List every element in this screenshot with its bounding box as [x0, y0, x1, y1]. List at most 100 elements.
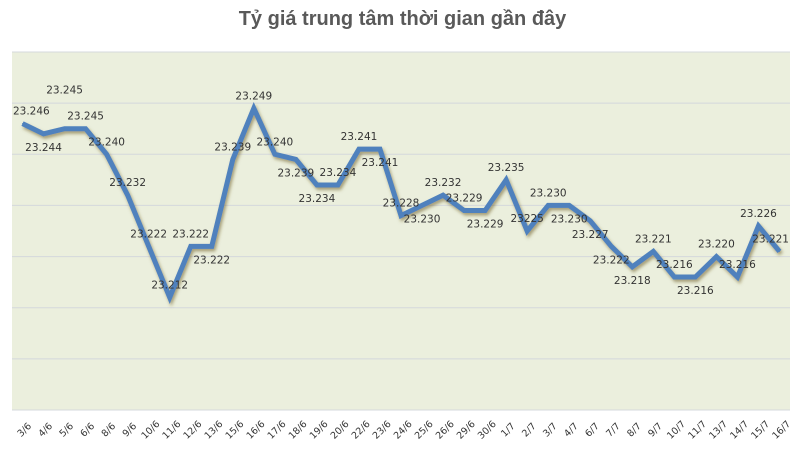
data-label: 23.222: [193, 254, 230, 266]
data-label: 23.216: [656, 259, 693, 271]
data-point: [442, 194, 444, 196]
x-tick-label: 22/6: [350, 419, 373, 442]
data-point: [127, 194, 129, 196]
data-label: 23.246: [13, 106, 50, 118]
data-point: [589, 220, 591, 222]
data-point: [337, 184, 339, 186]
data-label: 23.228: [383, 198, 420, 210]
data-point: [169, 296, 171, 298]
data-point: [673, 276, 675, 278]
data-point: [778, 250, 780, 252]
data-label: 23.234: [299, 193, 336, 205]
data-point: [463, 210, 465, 212]
x-tick-label: 26/6: [434, 419, 457, 442]
data-point: [505, 179, 507, 181]
data-label: 23.230: [551, 213, 588, 225]
data-label: 23.230: [530, 187, 567, 199]
x-tick-label: 30/6: [476, 419, 499, 442]
data-label: 23.230: [404, 213, 441, 225]
data-point: [526, 230, 528, 232]
data-point: [85, 128, 87, 130]
data-label: 23.229: [467, 219, 504, 231]
x-tick-label: 18/6: [287, 419, 310, 442]
x-tick-label: 13/7: [707, 419, 730, 442]
data-label: 23225: [510, 213, 543, 225]
data-label: 23.249: [235, 90, 272, 102]
x-tick-label: 14/7: [728, 419, 751, 442]
x-tick-label: 29/6: [455, 419, 478, 442]
data-label: 23.227: [572, 229, 609, 241]
x-tick-label: 20/6: [329, 419, 352, 442]
x-tick-label: 5/6: [58, 421, 77, 440]
data-point: [715, 256, 717, 258]
x-tick-label: 4/7: [562, 421, 581, 440]
data-point: [190, 245, 192, 247]
data-label: 23.229: [446, 193, 483, 205]
data-label: 23.239: [277, 167, 314, 179]
data-label: 23.221: [635, 233, 672, 245]
data-point: [358, 148, 360, 150]
data-point: [484, 210, 486, 212]
x-tick-label: 10/7: [665, 419, 688, 442]
data-point: [694, 276, 696, 278]
chart-title: Tỷ giá trung tâm thời gian gần đây: [238, 8, 567, 30]
data-label: 23.216: [677, 285, 714, 297]
x-tick-label: 3/7: [541, 421, 560, 440]
x-tick-label: 11/6: [160, 419, 183, 442]
x-tick-label: 23/6: [371, 419, 394, 442]
data-label: 23.239: [214, 141, 251, 153]
data-label: 23.222: [172, 228, 209, 240]
data-label: 23.212: [151, 279, 188, 291]
x-tick-label: 1/7: [499, 421, 518, 440]
data-label: 23.245: [67, 111, 104, 123]
data-label: 23.245: [46, 85, 83, 97]
x-tick-label: 16/7: [770, 419, 793, 442]
data-point: [295, 158, 297, 160]
plot-area: [12, 52, 790, 410]
data-label: 23.240: [256, 136, 293, 148]
data-label: 23.244: [25, 142, 62, 154]
x-tick-label: 6/6: [79, 421, 98, 440]
x-tick-label: 25/6: [413, 419, 436, 442]
data-point: [631, 266, 633, 268]
x-tick-label: 3/6: [15, 421, 34, 440]
data-label: 23.220: [698, 239, 735, 251]
data-label: 23.240: [88, 136, 125, 148]
data-point: [148, 245, 150, 247]
data-point: [736, 276, 738, 278]
data-label: 23.226: [740, 208, 777, 220]
data-point: [43, 133, 45, 135]
data-label: 23.241: [341, 131, 378, 143]
data-point: [64, 128, 66, 130]
data-point: [274, 153, 276, 155]
data-label: 23.218: [614, 275, 651, 287]
x-tick-label: 6/7: [583, 421, 602, 440]
data-point: [316, 184, 318, 186]
data-label: 23.216: [719, 259, 756, 271]
data-label: 23.221: [752, 233, 789, 245]
data-point: [379, 148, 381, 150]
x-tick-label: 9/7: [646, 421, 665, 440]
data-point: [232, 158, 234, 160]
x-tick-label: 24/6: [392, 419, 415, 442]
data-label: 23.222: [130, 228, 167, 240]
data-point: [652, 250, 654, 252]
x-tick-label: 13/6: [203, 419, 226, 442]
x-tick-label: 12/6: [182, 419, 205, 442]
data-point: [106, 153, 108, 155]
x-tick-label: 17/6: [266, 419, 289, 442]
data-point: [421, 204, 423, 206]
x-tick-label: 2/7: [520, 421, 539, 440]
x-tick-label: 9/6: [121, 421, 140, 440]
data-point: [610, 245, 612, 247]
x-tick-label: 19/6: [308, 419, 331, 442]
data-point: [22, 123, 24, 125]
data-point: [547, 204, 549, 206]
data-label: 23.234: [320, 167, 357, 179]
x-tick-label: 11/7: [686, 419, 709, 442]
x-tick-label: 7/7: [604, 421, 623, 440]
data-label: 23.232: [109, 177, 146, 189]
data-point: [757, 225, 759, 227]
data-point: [253, 107, 255, 109]
